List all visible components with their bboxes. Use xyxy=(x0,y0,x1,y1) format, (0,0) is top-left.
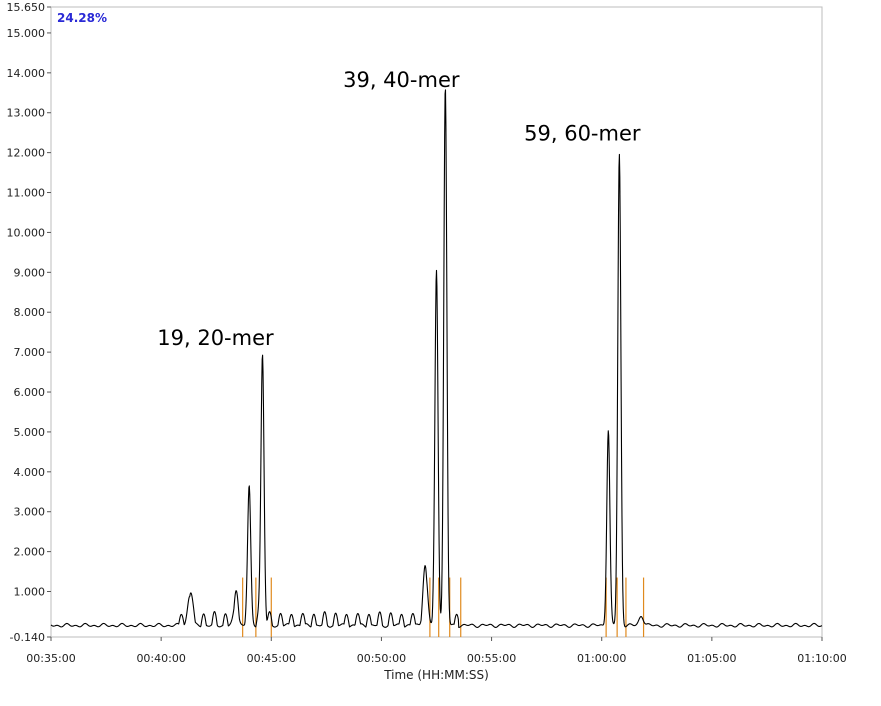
y-tick-label: 9.000 xyxy=(14,266,46,279)
y-axis: -0.140 1.000 2.000 3.000 4.000 5.000 6.000 7.00… xyxy=(7,1,51,644)
peak-annotation: 39, 40-mer xyxy=(343,68,460,92)
y-tick-label: -0.140 xyxy=(10,631,45,644)
x-axis-title: Time (HH:MM:SS) xyxy=(383,668,489,682)
x-tick-label: 00:40:00 xyxy=(136,652,185,665)
y-tick-label: 14.000 xyxy=(7,67,46,80)
plot-area xyxy=(50,6,823,638)
y-tick-label: 10.000 xyxy=(7,226,46,239)
percent-readout: 24.28% xyxy=(57,11,107,25)
y-tick-label: 15.650 xyxy=(7,1,46,14)
y-tick-label: 11.000 xyxy=(7,187,46,200)
y-tick-label: 8.000 xyxy=(14,306,46,319)
y-tick-label: 15.000 xyxy=(7,27,46,40)
y-tick-label: 7.000 xyxy=(14,346,46,359)
peak-annotation: 59, 60-mer xyxy=(524,122,641,146)
x-tick-label: 01:05:00 xyxy=(687,652,736,665)
y-tick-label: 2.000 xyxy=(14,546,46,559)
y-tick-label: 6.000 xyxy=(14,386,46,399)
peak-annotation: 19, 20-mer xyxy=(157,326,274,350)
y-tick-label: 5.000 xyxy=(14,426,46,439)
x-tick-label: 01:10:00 xyxy=(797,652,846,665)
x-tick-label: 00:35:00 xyxy=(26,652,75,665)
x-tick-label: 00:45:00 xyxy=(247,652,296,665)
series-line-trace xyxy=(50,89,823,628)
y-tick-label: 12.000 xyxy=(7,147,46,160)
y-tick-label: 1.000 xyxy=(14,586,46,599)
y-tick-label: 13.000 xyxy=(7,107,46,120)
x-tick-label: 00:50:00 xyxy=(357,652,406,665)
peak-annotations: 19, 20-mer 39, 40-mer 59, 60-mer xyxy=(157,68,641,350)
x-axis: 00:35:00 00:40:00 00:45:00 00:50:00 00:55:00… xyxy=(26,637,847,665)
y-tick-label: 4.000 xyxy=(14,466,46,479)
y-tick-label: 3.000 xyxy=(14,506,46,519)
x-tick-label: 00:55:00 xyxy=(467,652,516,665)
x-tick-label: 01:00:00 xyxy=(577,652,626,665)
